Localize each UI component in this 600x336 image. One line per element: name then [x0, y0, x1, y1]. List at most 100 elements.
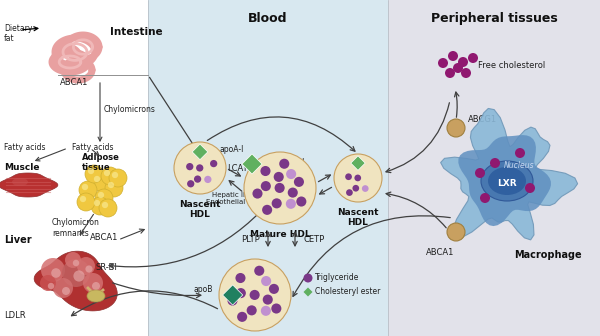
Circle shape — [445, 68, 455, 78]
Circle shape — [334, 154, 382, 202]
Circle shape — [194, 175, 201, 183]
Bar — [0, 0, 148, 336]
Circle shape — [286, 199, 296, 209]
Circle shape — [448, 51, 458, 61]
Text: Mature HDL: Mature HDL — [250, 230, 310, 239]
Circle shape — [40, 275, 56, 291]
Circle shape — [447, 223, 465, 241]
Circle shape — [95, 189, 113, 207]
Circle shape — [219, 259, 291, 331]
Circle shape — [204, 176, 211, 183]
Circle shape — [236, 288, 246, 298]
Circle shape — [73, 260, 79, 266]
Circle shape — [77, 193, 95, 211]
Circle shape — [490, 158, 500, 168]
Circle shape — [254, 266, 265, 276]
Circle shape — [468, 53, 478, 63]
Circle shape — [186, 163, 193, 170]
Circle shape — [98, 192, 104, 198]
Text: Intestine: Intestine — [110, 27, 163, 37]
Circle shape — [453, 63, 463, 73]
Circle shape — [244, 152, 316, 224]
Circle shape — [94, 200, 100, 206]
Polygon shape — [34, 251, 117, 311]
Text: apoA-I: apoA-I — [220, 145, 244, 155]
Circle shape — [108, 182, 114, 188]
Polygon shape — [440, 109, 578, 240]
Circle shape — [92, 282, 100, 290]
Text: Liver: Liver — [4, 235, 32, 245]
Circle shape — [80, 196, 86, 202]
Circle shape — [73, 270, 85, 282]
Circle shape — [102, 202, 108, 208]
Circle shape — [250, 290, 260, 300]
Polygon shape — [192, 144, 208, 160]
Text: Hepatic lipase
Endothelial lipase: Hepatic lipase Endothelial lipase — [206, 192, 268, 205]
Bar — [148, 0, 388, 336]
Circle shape — [525, 183, 535, 193]
Circle shape — [286, 169, 296, 179]
Circle shape — [355, 175, 361, 181]
Circle shape — [447, 119, 465, 137]
Circle shape — [94, 176, 100, 182]
Circle shape — [91, 197, 109, 215]
Text: SR-BI: SR-BI — [96, 263, 118, 272]
Circle shape — [174, 142, 226, 194]
Circle shape — [275, 183, 284, 193]
Polygon shape — [458, 135, 551, 226]
Circle shape — [210, 160, 217, 167]
Polygon shape — [223, 285, 243, 305]
Circle shape — [262, 205, 272, 215]
Circle shape — [227, 296, 238, 306]
Polygon shape — [242, 154, 262, 174]
Text: CETP: CETP — [303, 235, 324, 244]
Circle shape — [237, 312, 247, 322]
Circle shape — [362, 185, 368, 192]
Circle shape — [272, 198, 282, 208]
Circle shape — [187, 180, 194, 187]
Text: ABCA1: ABCA1 — [90, 234, 118, 243]
Circle shape — [85, 265, 92, 272]
Circle shape — [294, 177, 304, 187]
Circle shape — [261, 306, 271, 316]
Circle shape — [296, 197, 307, 207]
Circle shape — [274, 172, 284, 182]
Text: Peripheral tissues: Peripheral tissues — [431, 12, 557, 25]
Circle shape — [247, 305, 257, 316]
Text: Fatty acids: Fatty acids — [72, 143, 113, 153]
Circle shape — [105, 179, 123, 197]
Text: Muscle: Muscle — [4, 163, 40, 172]
Circle shape — [271, 303, 281, 313]
Circle shape — [288, 187, 298, 198]
Text: PLTP: PLTP — [241, 235, 260, 244]
Circle shape — [438, 58, 448, 68]
Text: Macrophage: Macrophage — [514, 250, 582, 260]
Text: LCAT: LCAT — [227, 164, 247, 173]
Circle shape — [109, 169, 127, 187]
Circle shape — [41, 258, 65, 282]
Circle shape — [345, 173, 352, 180]
Text: Chylomicrons: Chylomicrons — [104, 106, 156, 115]
Circle shape — [101, 167, 119, 185]
Circle shape — [260, 166, 271, 176]
Circle shape — [304, 274, 313, 283]
Ellipse shape — [481, 161, 533, 201]
Circle shape — [458, 57, 468, 67]
Text: Nucleus: Nucleus — [503, 162, 535, 170]
Circle shape — [261, 181, 271, 191]
Circle shape — [253, 188, 263, 199]
Circle shape — [65, 252, 81, 268]
Circle shape — [51, 268, 61, 278]
Text: LXR: LXR — [497, 179, 517, 188]
Text: LDLR: LDLR — [4, 311, 26, 320]
Text: Adipose
tissue: Adipose tissue — [82, 153, 120, 172]
Circle shape — [77, 257, 95, 275]
Text: Blood: Blood — [248, 12, 288, 25]
Circle shape — [79, 181, 97, 199]
Text: Cholesteryl
ester: Cholesteryl ester — [262, 158, 305, 177]
Circle shape — [235, 273, 245, 283]
Text: ABCA1: ABCA1 — [60, 78, 88, 87]
Circle shape — [53, 278, 73, 298]
Text: Triglyceride: Triglyceride — [315, 274, 359, 283]
Text: Nascent
HDL: Nascent HDL — [337, 208, 379, 227]
